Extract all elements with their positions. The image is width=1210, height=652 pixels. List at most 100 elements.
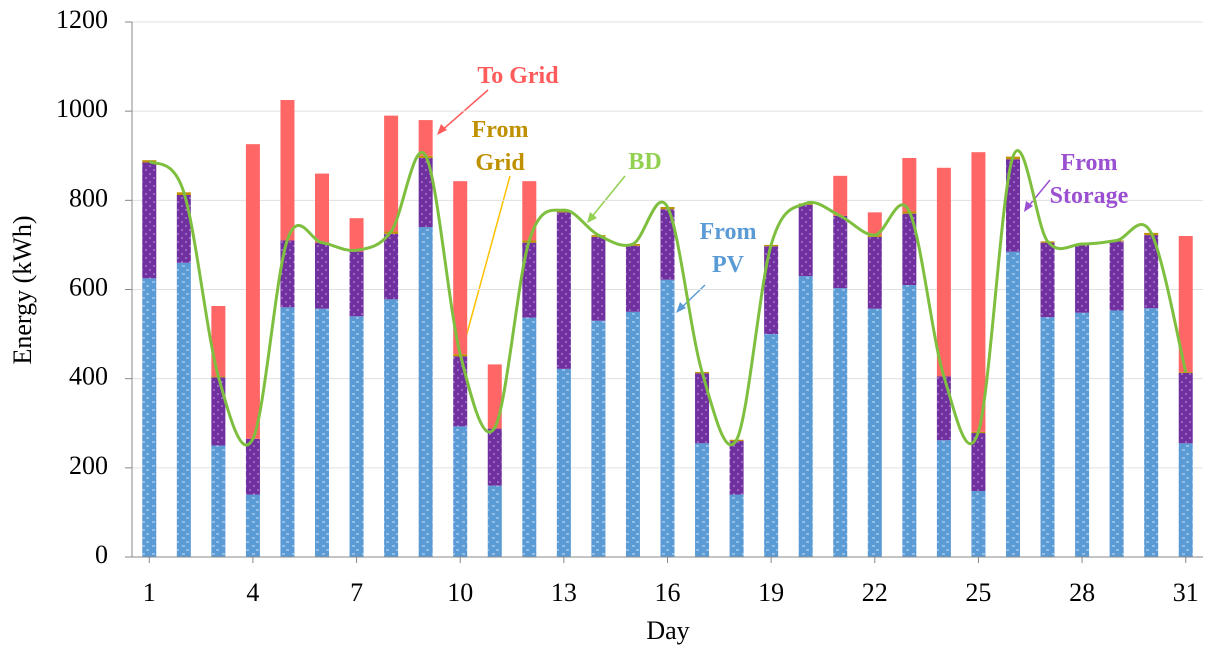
bar-segment <box>1005 251 1020 557</box>
bar-segment <box>315 173 330 243</box>
bar-segment <box>867 308 882 557</box>
bar-segment <box>1005 159 1020 252</box>
bar-segment <box>418 120 433 156</box>
bar-segment <box>211 305 226 377</box>
series-label: BD <box>628 149 662 175</box>
bar-segment <box>418 157 433 228</box>
bar-segment <box>315 242 330 309</box>
bar-segment <box>176 262 191 557</box>
x-tick-label: 22 <box>862 578 888 607</box>
bar-segment <box>833 288 848 557</box>
bar-segment <box>902 213 917 286</box>
bar-segment <box>453 181 468 355</box>
bar-segment <box>1178 443 1193 557</box>
bar-segment <box>487 364 502 429</box>
bar-segment <box>349 251 364 317</box>
bar-segment <box>1109 241 1124 311</box>
bar-segment <box>453 356 468 427</box>
bar-segment <box>418 227 433 558</box>
bar-segment <box>764 334 779 557</box>
series-label: From Grid <box>471 117 529 176</box>
x-tick-label: 1 <box>143 578 156 607</box>
line-series <box>148 149 1188 447</box>
y-tick-label: 200 <box>69 451 108 480</box>
x-tick-label: 25 <box>965 578 991 607</box>
bar-segment <box>798 276 813 557</box>
bar-segment <box>315 308 330 557</box>
bar-segment <box>1040 242 1055 318</box>
bar-segment <box>1178 371 1193 373</box>
bar-segment <box>1144 308 1159 557</box>
bar-segment <box>556 368 571 557</box>
series-label: From Storage <box>1049 150 1129 209</box>
bar-segment <box>1109 310 1124 557</box>
bar-segment <box>591 320 606 557</box>
y-tick-label: 600 <box>69 272 108 301</box>
bar-segment <box>522 181 537 241</box>
bar-segment <box>349 218 364 252</box>
bar-segment <box>349 316 364 557</box>
bar-segment <box>245 438 260 495</box>
bar-segment <box>660 279 675 557</box>
bar-segment <box>833 215 848 289</box>
bar-segment <box>1144 235 1159 309</box>
bar-segment <box>245 494 260 557</box>
bar-segment <box>280 240 295 308</box>
bar-segment <box>936 440 951 557</box>
bar-segment <box>936 167 951 377</box>
bar-segment <box>833 175 848 216</box>
bar-segment <box>487 428 502 486</box>
x-tick-label: 19 <box>758 578 784 607</box>
bar-segment <box>867 212 882 236</box>
y-axis-label: Energy (kWh) <box>8 216 37 365</box>
bar-segment <box>625 245 640 312</box>
bar-segment <box>1178 372 1193 444</box>
bar-segment <box>176 194 191 263</box>
bar-segment <box>867 236 882 309</box>
bar-segment <box>729 441 744 495</box>
x-tick-label: 31 <box>1173 578 1199 607</box>
bar-segment <box>522 242 537 318</box>
x-tick-label: 13 <box>551 578 577 607</box>
bar-segment <box>1075 244 1090 313</box>
y-tick-label: 1000 <box>56 94 108 123</box>
x-tick-label: 28 <box>1069 578 1095 607</box>
bar-segment <box>971 491 986 557</box>
bar-segment <box>625 311 640 557</box>
bar-segment <box>1075 312 1090 557</box>
y-tick-label: 800 <box>69 183 108 212</box>
bar-segment <box>384 115 399 232</box>
annotation-arrows <box>437 89 1051 354</box>
bar-segment <box>280 100 295 241</box>
bar-segment <box>211 445 226 557</box>
bar-segment <box>971 433 986 492</box>
x-axis-label: Day <box>646 616 689 645</box>
bar-segment <box>384 233 399 300</box>
bar-segment <box>142 278 157 557</box>
bar-segment <box>971 152 986 432</box>
bar-segment <box>902 157 917 212</box>
y-tick-label: 0 <box>95 540 108 569</box>
x-tick-label: 4 <box>246 578 259 607</box>
bar-segment <box>936 376 951 441</box>
series-label: From PV <box>699 219 757 278</box>
bar-segment <box>142 162 157 279</box>
bar-segment <box>453 426 468 557</box>
bar-segment <box>729 494 744 557</box>
bar-segment <box>280 307 295 557</box>
bar-segment <box>695 373 710 444</box>
bar-segment <box>591 236 606 321</box>
bar-segment <box>798 204 813 277</box>
bar-segment <box>695 443 710 557</box>
bar-segment <box>245 144 260 439</box>
bar-segment <box>522 317 537 557</box>
x-tick-label: 10 <box>447 578 473 607</box>
bar-segment <box>902 285 917 557</box>
x-tick-label: 16 <box>655 578 681 607</box>
y-tick-label: 400 <box>69 362 108 391</box>
x-tick-label: 7 <box>350 578 363 607</box>
series-label: To Grid <box>477 63 559 89</box>
bar-segment <box>1178 236 1193 372</box>
